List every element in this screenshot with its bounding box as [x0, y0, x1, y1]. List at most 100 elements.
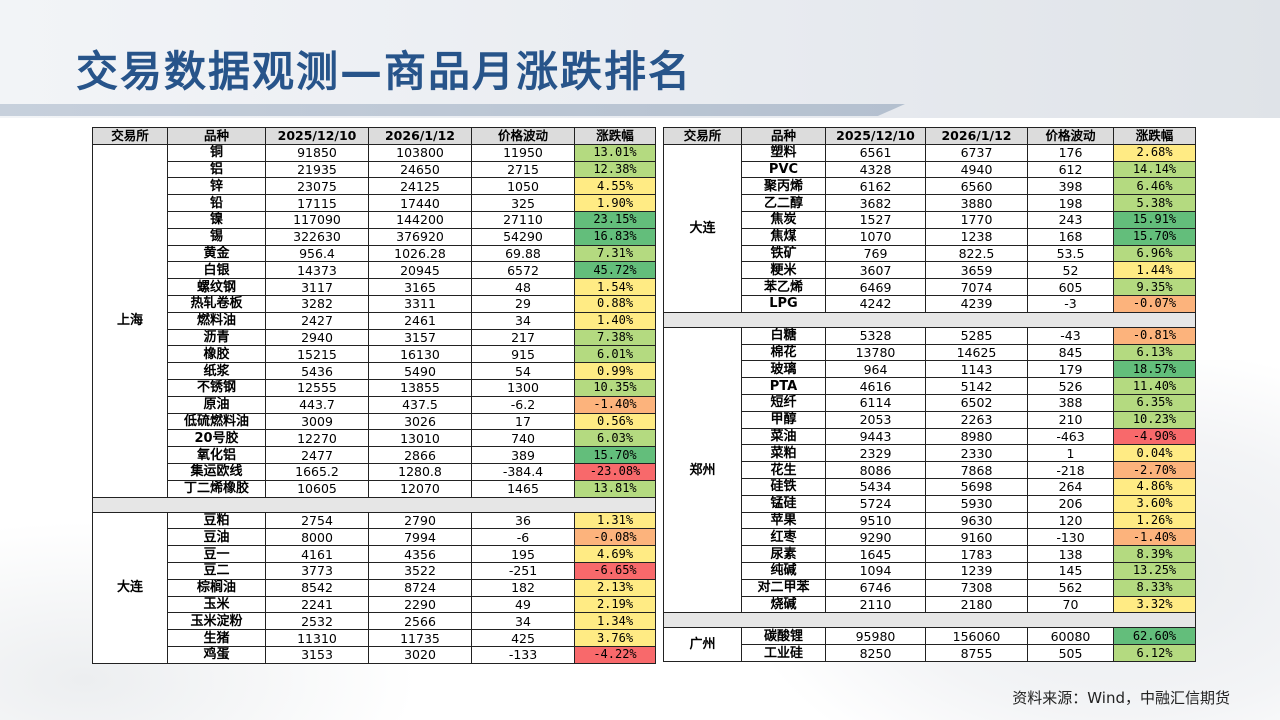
- variety-cell: 工业硅: [741, 644, 826, 662]
- variety-cell: 低硫燃料油: [167, 412, 266, 431]
- price-change-cell: 264: [1027, 477, 1114, 496]
- exchange-cell: 郑州: [663, 326, 742, 614]
- start-price-cell: 1665.2: [265, 462, 369, 481]
- table-row: 烧碱 2110 2180 70 3.32%: [664, 595, 1196, 614]
- table-row: 纯碱 1094 1239 145 13.25%: [664, 561, 1196, 580]
- exchange-cell: 大连: [92, 511, 168, 664]
- price-change-cell: 52: [1027, 261, 1114, 280]
- change-pct-cell: 0.04%: [1113, 444, 1196, 463]
- variety-cell: 集运欧线: [167, 462, 266, 481]
- variety-cell: 短纤: [741, 393, 826, 412]
- start-price-cell: 8000: [265, 528, 369, 547]
- right-ranking-table: 交易所 品种 2025/12/10 2026/1/12 价格波动 涨跌幅 大连塑…: [663, 127, 1196, 662]
- price-change-cell: 60080: [1027, 627, 1114, 646]
- variety-cell: 沥青: [167, 328, 266, 347]
- change-pct-cell: 0.56%: [574, 412, 656, 431]
- price-change-cell: 1465: [471, 479, 575, 498]
- price-change-cell: 53.5: [1027, 244, 1114, 263]
- table-row: 广州 碳酸锂 95980 156060 60080 62.60%: [663, 627, 1196, 662]
- end-price-cell: 7868: [925, 461, 1028, 479]
- table-row: PTA 4616 5142 526 11.40%: [664, 377, 1196, 395]
- start-price-cell: 4616: [825, 377, 926, 395]
- price-change-cell: -130: [1027, 528, 1114, 547]
- end-price-cell: 3311: [368, 294, 472, 313]
- variety-cell: PVC: [741, 160, 826, 179]
- start-price-cell: 23075: [265, 177, 369, 196]
- start-price-cell: 2329: [825, 444, 926, 463]
- table-header-row: 交易所 品种 2025/12/10 2026/1/12 价格波动 涨跌幅: [663, 127, 1196, 145]
- change-pct-cell: 0.88%: [574, 294, 656, 313]
- table-row: 豆一 4161 4356 195 4.69%: [93, 545, 656, 563]
- table-row: 白银 14373 20945 6572 45.72%: [93, 261, 656, 280]
- start-price-cell: 10605: [265, 479, 369, 498]
- end-price-cell: 2790: [368, 511, 472, 530]
- start-price-cell: 2940: [265, 328, 369, 347]
- start-price-cell: 6162: [825, 177, 926, 196]
- table-row: 热轧卷板 3282 3311 29 0.88%: [93, 294, 656, 313]
- change-pct-cell: 5.38%: [1113, 194, 1196, 212]
- start-price-cell: 3009: [265, 412, 369, 431]
- price-change-cell: 398: [1027, 177, 1114, 196]
- table-row: 短纤 6114 6502 388 6.35%: [664, 393, 1196, 412]
- table-row: 橡胶 15215 16130 915 6.01%: [93, 345, 656, 364]
- table-row: 氧化铝 2477 2866 389 15.70%: [93, 446, 656, 464]
- end-price-cell: 8980: [925, 427, 1028, 446]
- variety-cell: 纸浆: [167, 362, 266, 380]
- price-change-cell: 176: [1027, 143, 1114, 162]
- change-pct-cell: -4.90%: [1113, 427, 1196, 446]
- change-pct-cell: 0.99%: [574, 362, 656, 380]
- start-price-cell: 5724: [825, 494, 926, 513]
- start-price-cell: 9510: [825, 511, 926, 530]
- start-price-cell: 6561: [825, 143, 926, 162]
- end-price-cell: 24125: [368, 177, 472, 196]
- change-pct-cell: 15.70%: [1113, 227, 1196, 246]
- table-row: 丁二烯橡胶 10605 12070 1465 13.81%: [93, 479, 656, 498]
- table-row: 原油 443.7 437.5 -6.2 -1.40%: [93, 395, 656, 414]
- start-price-cell: 1094: [825, 561, 926, 580]
- end-price-cell: 5698: [925, 477, 1028, 496]
- end-price-cell: 437.5: [368, 395, 472, 414]
- start-price-cell: 4242: [825, 294, 926, 313]
- change-pct-cell: 6.12%: [1113, 644, 1196, 662]
- variety-cell: 锡: [167, 227, 266, 246]
- table-row: 红枣 9290 9160 -130 -1.40%: [664, 528, 1196, 547]
- price-change-cell: 48: [471, 278, 575, 296]
- end-price-cell: 6502: [925, 393, 1028, 412]
- variety-cell: 原油: [167, 395, 266, 414]
- table-row: 玉米淀粉 2532 2566 34 1.34%: [93, 612, 656, 631]
- table-row: 沥青 2940 3157 217 7.38%: [93, 328, 656, 347]
- variety-cell: 豆一: [167, 545, 266, 563]
- variety-cell: 铅: [167, 194, 266, 212]
- start-price-cell: 6114: [825, 393, 926, 412]
- change-pct-cell: 1.44%: [1113, 261, 1196, 280]
- change-pct-cell: -0.07%: [1113, 294, 1196, 313]
- price-change-cell: 562: [1027, 578, 1114, 597]
- variety-cell: 丁二烯橡胶: [167, 479, 266, 498]
- end-price-cell: 1783: [925, 545, 1028, 563]
- variety-cell: 玉米: [167, 595, 266, 614]
- start-price-cell: 956.4: [265, 244, 369, 263]
- group-separator-row: [663, 311, 1196, 328]
- change-pct-cell: 12.38%: [574, 160, 656, 179]
- change-pct-cell: -1.40%: [574, 395, 656, 414]
- price-change-cell: -6: [471, 528, 575, 547]
- end-price-cell: 20945: [368, 261, 472, 280]
- change-pct-cell: 1.90%: [574, 194, 656, 212]
- price-change-cell: 388: [1027, 393, 1114, 412]
- price-change-cell: 11950: [471, 143, 575, 162]
- change-pct-cell: 4.69%: [574, 545, 656, 563]
- price-change-cell: 2715: [471, 160, 575, 179]
- start-price-cell: 117090: [265, 210, 369, 229]
- end-price-cell: 4940: [925, 160, 1028, 179]
- price-change-cell: 120: [1027, 511, 1114, 530]
- start-price-cell: 443.7: [265, 395, 369, 414]
- variety-cell: 白糖: [741, 326, 826, 345]
- start-price-cell: 15215: [265, 345, 369, 364]
- header-date-end: 2026/1/12: [368, 127, 472, 145]
- variety-cell: 碳酸锂: [741, 627, 826, 646]
- end-price-cell: 9160: [925, 528, 1028, 547]
- start-price-cell: 5328: [825, 326, 926, 345]
- table-row: 上海铜 91850 103800 11950 13.01%: [92, 143, 656, 498]
- start-price-cell: 4328: [825, 160, 926, 179]
- price-change-cell: 198: [1027, 194, 1114, 212]
